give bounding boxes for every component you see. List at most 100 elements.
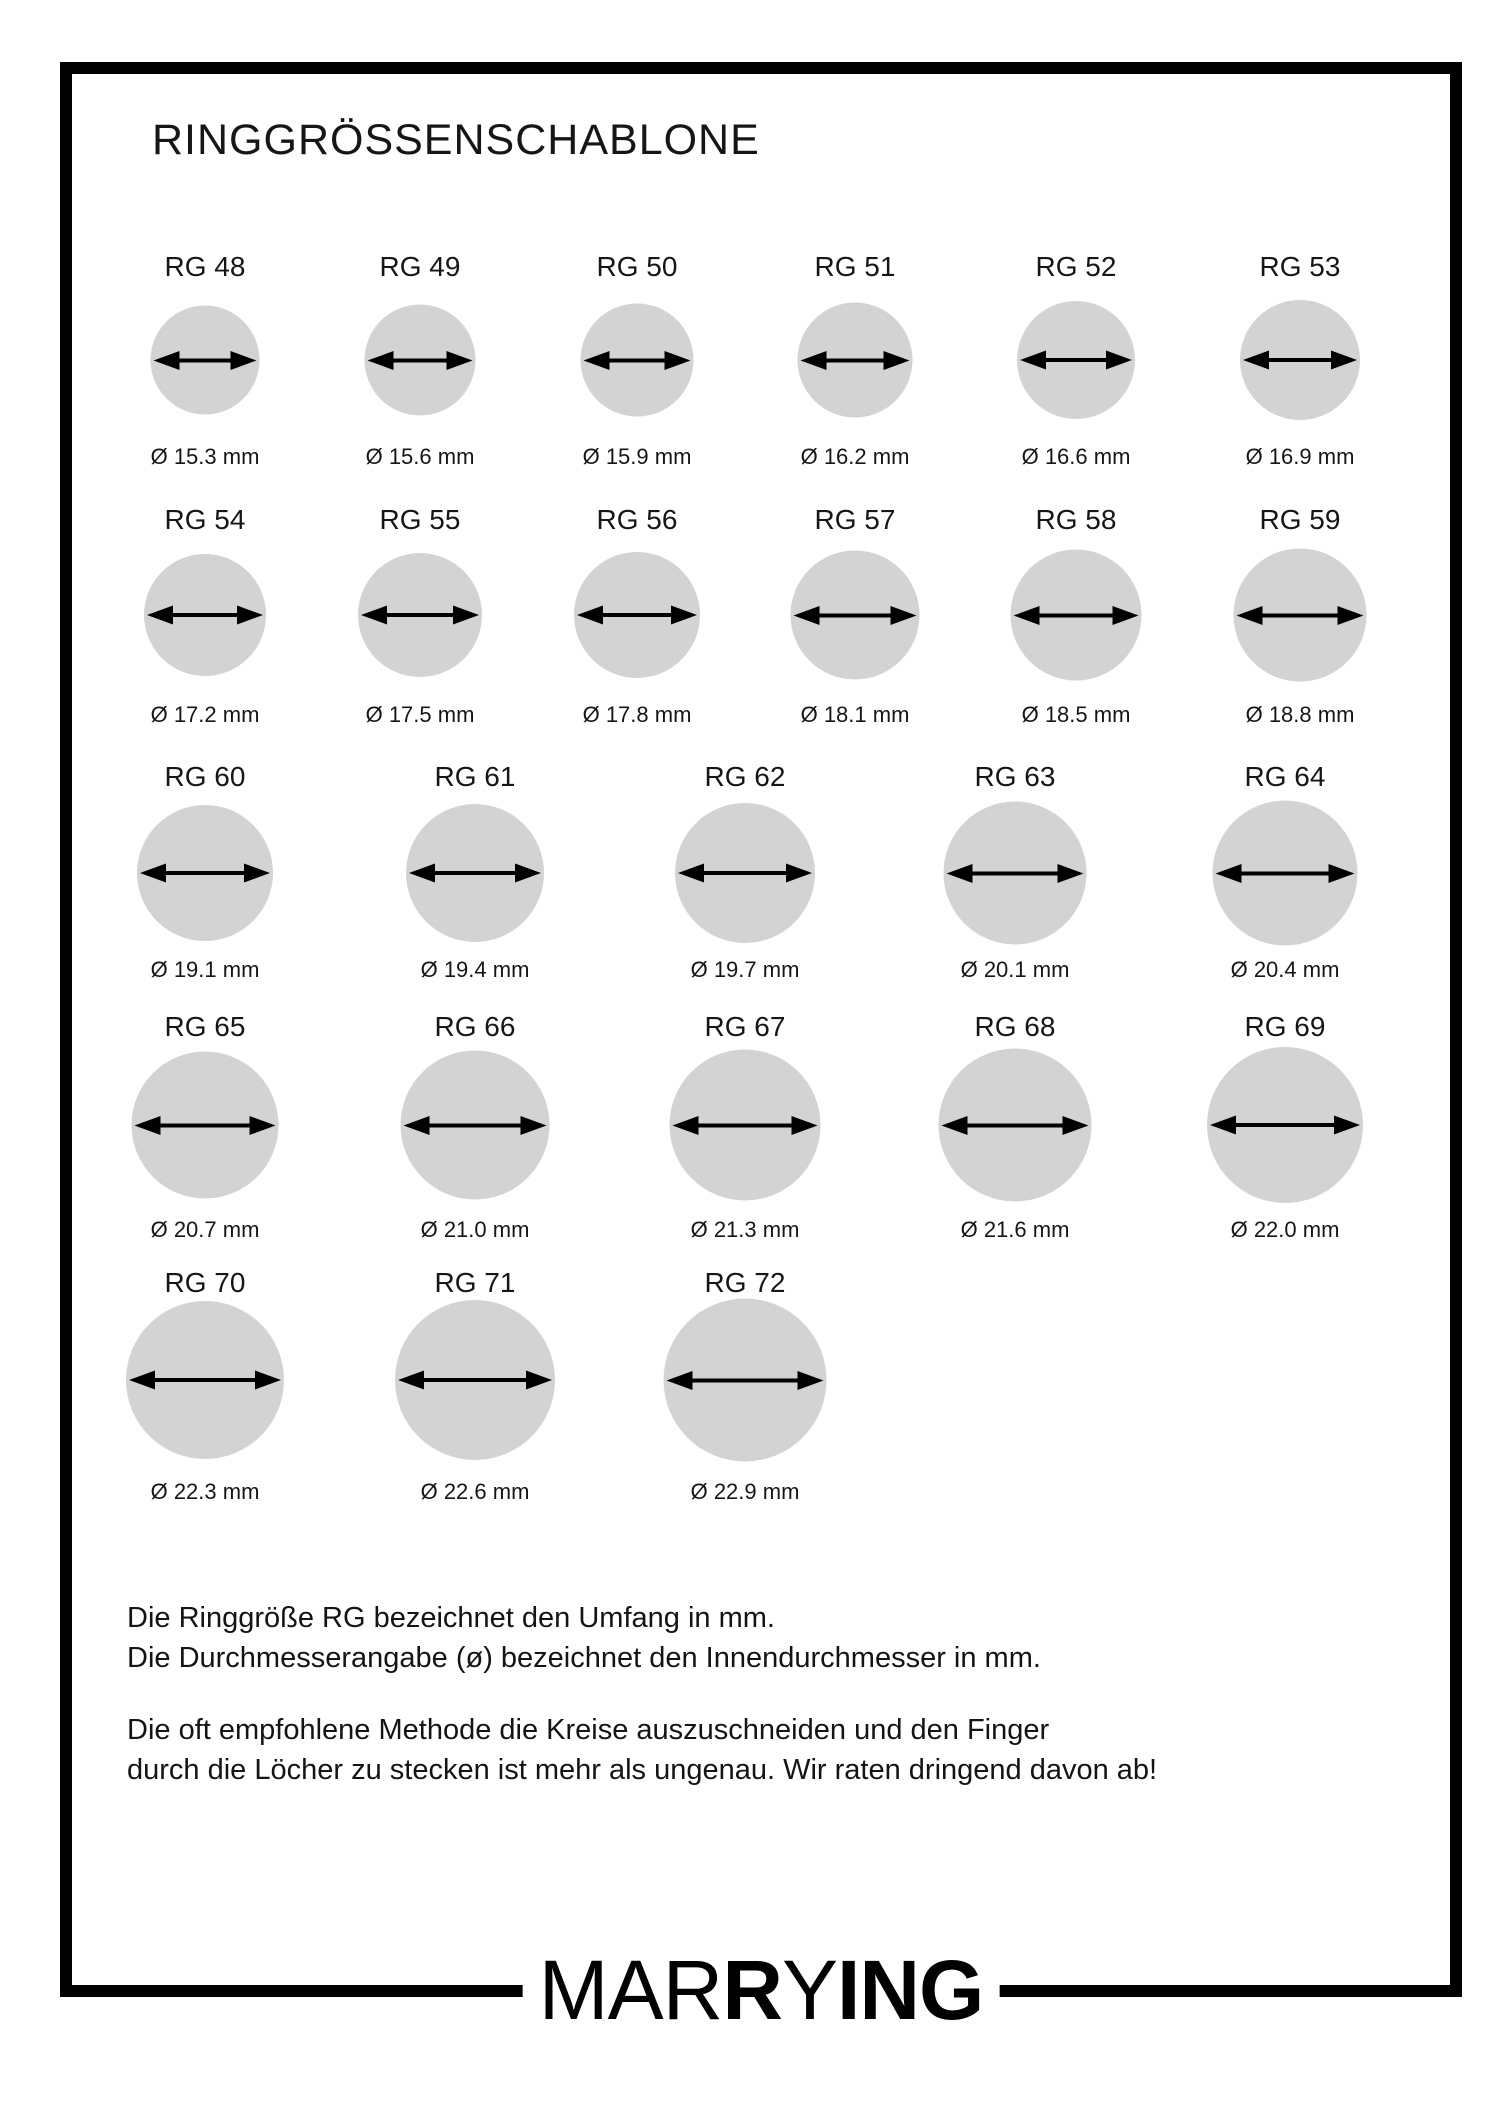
ring-circle — [675, 803, 815, 943]
diameter-arrow-icon — [793, 605, 917, 625]
ring-size-label: RG 68 — [974, 1011, 1056, 1042]
ring-circle — [358, 553, 482, 677]
ring-size-label: RG 58 — [1035, 504, 1117, 535]
ring-circle — [131, 1051, 279, 1199]
ring-diameter-label: Ø 21.6 mm — [960, 1217, 1070, 1242]
ring-circle — [395, 1300, 555, 1460]
ring-size-label: RG 56 — [596, 504, 678, 535]
ring-circle — [1233, 548, 1367, 682]
ring-diameter-label: Ø 15.3 mm — [150, 444, 260, 469]
ring-circle — [943, 801, 1087, 945]
diameter-arrow-icon — [1243, 350, 1357, 370]
brand-logo-segment: Y — [781, 1943, 838, 2037]
ring-size-label: RG 72 — [704, 1267, 786, 1298]
ring-size-label: RG 50 — [596, 251, 678, 282]
ring-circle — [1212, 800, 1358, 946]
diameter-arrow-icon — [1210, 1115, 1360, 1135]
ring-size-label: RG 71 — [434, 1267, 516, 1298]
ring-diameter-label: Ø 19.7 mm — [690, 957, 800, 982]
diameter-arrow-icon — [140, 863, 270, 883]
ring-diameter-label: Ø 18.1 mm — [800, 702, 910, 727]
ring-diameter-label: Ø 18.5 mm — [1021, 702, 1131, 727]
diameter-arrow-icon — [153, 350, 257, 370]
ring-diameter-label: Ø 20.7 mm — [150, 1217, 260, 1242]
note-line: Die oft empfohlene Methode die Kreise au… — [127, 1714, 1050, 1746]
ring-size-label: RG 67 — [704, 1011, 786, 1042]
note-line: durch die Löcher zu stecken ist mehr als… — [127, 1754, 1158, 1786]
ring-diameter-label: Ø 15.9 mm — [582, 444, 692, 469]
diameter-arrow-icon — [403, 1115, 547, 1135]
diameter-arrow-icon — [672, 1115, 818, 1135]
ring-diameter-label: Ø 22.6 mm — [420, 1479, 530, 1504]
diameter-arrow-icon — [367, 350, 473, 370]
page-title: RINGGRÖSSENSCHABLONE — [152, 116, 760, 164]
diameter-arrow-icon — [946, 863, 1084, 883]
ring-circle — [663, 1298, 827, 1462]
brand-logo-segment: ING — [837, 1943, 984, 2037]
ring-circle — [364, 304, 476, 416]
ring-diameter-label: Ø 17.8 mm — [582, 702, 692, 727]
ring-circle — [150, 305, 260, 415]
diameter-arrow-icon — [941, 1115, 1089, 1135]
diameter-arrow-icon — [666, 1370, 824, 1390]
ring-diameter-label: Ø 22.3 mm — [150, 1479, 260, 1504]
ring-size-label: RG 64 — [1244, 761, 1326, 792]
page-border-frame — [60, 62, 1462, 1997]
ring-size-label: RG 54 — [164, 504, 246, 535]
ring-size-label: RG 65 — [164, 1011, 246, 1042]
diameter-arrow-icon — [409, 863, 541, 883]
ring-size-label: RG 61 — [434, 761, 516, 792]
diameter-arrow-icon — [1013, 605, 1139, 625]
ring-circle — [126, 1301, 284, 1459]
ring-circle — [797, 302, 913, 418]
ring-diameter-label: Ø 16.6 mm — [1021, 444, 1131, 469]
diameter-arrow-icon — [129, 1370, 281, 1390]
diameter-arrow-icon — [583, 350, 691, 370]
ring-size-label: RG 66 — [434, 1011, 516, 1042]
ring-size-label: RG 62 — [704, 761, 786, 792]
ring-size-label: RG 55 — [379, 504, 461, 535]
ring-diameter-label: Ø 22.9 mm — [690, 1479, 800, 1504]
ring-diameter-label: Ø 21.0 mm — [420, 1217, 530, 1242]
diameter-arrow-icon — [577, 605, 697, 625]
ring-diameter-label: Ø 16.9 mm — [1245, 444, 1355, 469]
diameter-arrow-icon — [1236, 605, 1364, 625]
ring-circle — [137, 805, 273, 941]
ring-diameter-label: Ø 20.4 mm — [1230, 957, 1340, 982]
note-line: Die Ringgröße RG bezeichnet den Umfang i… — [127, 1602, 775, 1634]
ring-diameter-label: Ø 17.5 mm — [365, 702, 475, 727]
ring-size-label: RG 60 — [164, 761, 246, 792]
diameter-arrow-icon — [1020, 350, 1132, 370]
ring-circle — [400, 1050, 550, 1200]
diameter-arrow-icon — [678, 863, 812, 883]
diameter-arrow-icon — [134, 1115, 276, 1135]
ring-diameter-label: Ø 17.2 mm — [150, 702, 260, 727]
ring-diameter-label: Ø 15.6 mm — [365, 444, 475, 469]
ring-circle — [580, 303, 694, 417]
ring-size-label: RG 52 — [1035, 251, 1117, 282]
ring-diameter-label: Ø 21.3 mm — [690, 1217, 800, 1242]
ring-size-label: RG 51 — [814, 251, 896, 282]
brand-logo: MARRYING — [522, 1948, 1000, 2032]
diameter-arrow-icon — [147, 605, 263, 625]
ring-diameter-label: Ø 16.2 mm — [800, 444, 910, 469]
brand-logo-segment: MAR — [538, 1943, 724, 2037]
ring-circle — [1017, 301, 1135, 419]
ring-diameter-label: Ø 18.8 mm — [1245, 702, 1355, 727]
ring-circle — [1207, 1047, 1363, 1203]
ring-circle — [669, 1049, 821, 1201]
ring-size-label: RG 70 — [164, 1267, 246, 1298]
ring-size-label: RG 48 — [164, 251, 246, 282]
ring-circle — [938, 1048, 1092, 1202]
ring-circle — [406, 804, 544, 942]
ring-size-label: RG 57 — [814, 504, 896, 535]
ring-circle — [574, 552, 700, 678]
ring-size-label: RG 53 — [1259, 251, 1341, 282]
ring-diameter-label: Ø 19.1 mm — [150, 957, 260, 982]
ring-size-label: RG 49 — [379, 251, 461, 282]
ring-circle — [1240, 300, 1360, 420]
ring-diameter-label: Ø 20.1 mm — [960, 957, 1070, 982]
diameter-arrow-icon — [361, 605, 479, 625]
ring-circle — [790, 550, 920, 680]
